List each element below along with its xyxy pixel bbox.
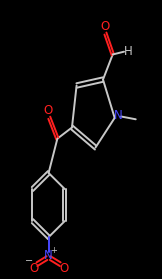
Text: −: − [25, 256, 33, 266]
Text: +: + [50, 246, 57, 255]
Text: O: O [101, 20, 110, 33]
Text: O: O [29, 262, 38, 275]
Text: N: N [114, 109, 123, 122]
Text: O: O [59, 262, 68, 275]
Text: H: H [124, 45, 133, 58]
Text: N: N [44, 249, 53, 262]
Text: O: O [43, 104, 52, 117]
